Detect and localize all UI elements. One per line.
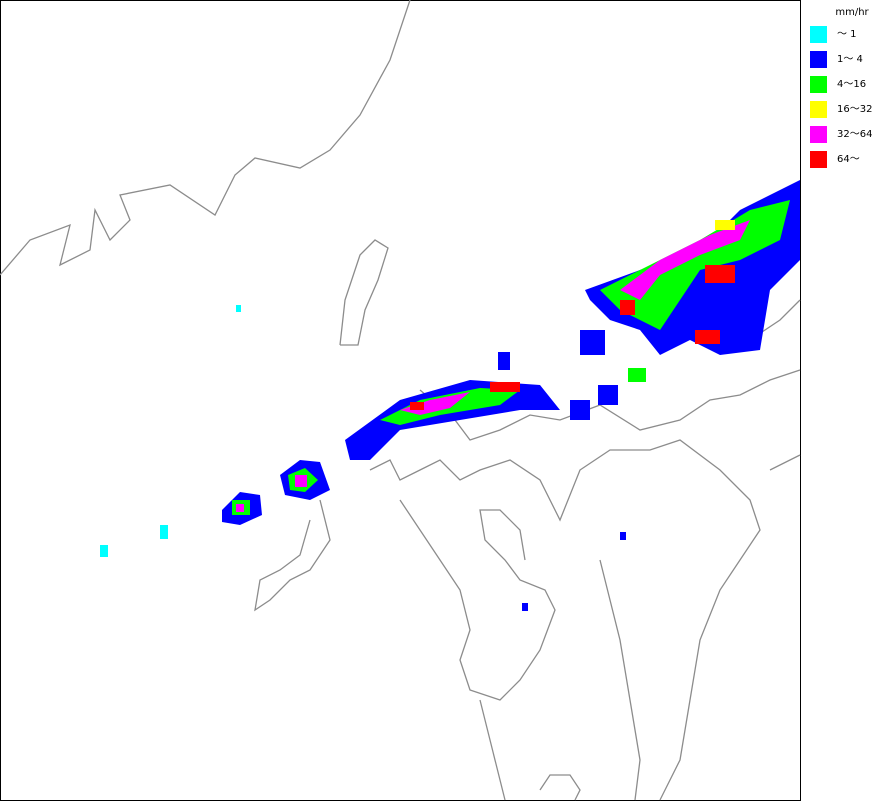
rain-echoes [100, 180, 800, 611]
legend-label: 64～ [837, 154, 860, 165]
legend: mm/hr ～ 1 1～ 4 4～16 16～32 32～64 64～ [810, 7, 872, 168]
legend-label: ～ 1 [837, 29, 857, 40]
legend-unit: mm/hr [835, 7, 869, 18]
legend-swatch [810, 101, 827, 118]
legend-swatch [810, 151, 827, 168]
legend-swatch [810, 76, 827, 93]
legend-label: 32～64 [837, 129, 872, 140]
coastlines [0, 0, 801, 801]
legend-swatch [810, 51, 827, 68]
legend-label: 16～32 [837, 104, 872, 115]
legend-label: 1～ 4 [837, 54, 863, 65]
legend-swatch [810, 26, 827, 43]
legend-label: 4～16 [837, 79, 866, 90]
legend-swatch [810, 126, 827, 143]
